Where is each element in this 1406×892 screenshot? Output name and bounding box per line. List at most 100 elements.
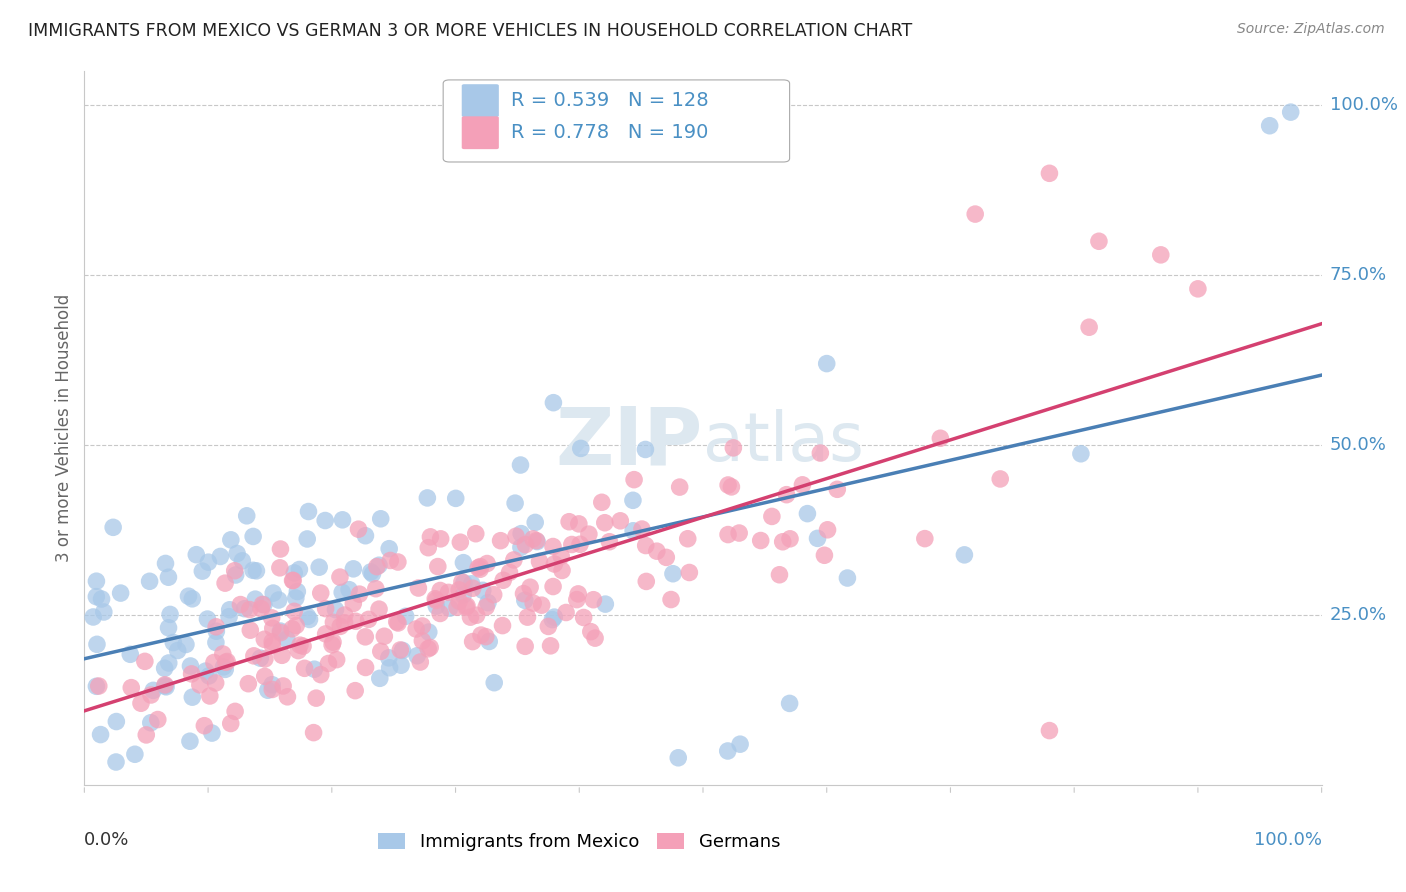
Point	[530, 598, 553, 612]
Point	[229, 598, 252, 612]
Point	[429, 607, 451, 621]
Point	[449, 582, 471, 597]
Point	[720, 480, 742, 494]
Point	[344, 683, 367, 698]
Point	[929, 431, 952, 445]
Point	[242, 529, 264, 543]
Text: R = 0.778   N = 190: R = 0.778 N = 190	[512, 123, 709, 142]
Point	[609, 514, 631, 528]
Point	[276, 632, 298, 647]
Point	[502, 553, 524, 567]
Point	[583, 631, 606, 645]
Point	[621, 493, 644, 508]
Point	[342, 597, 364, 611]
Point	[515, 538, 537, 552]
Point	[406, 648, 429, 663]
Point	[142, 683, 165, 698]
Point	[578, 527, 600, 541]
Point	[623, 473, 645, 487]
FancyBboxPatch shape	[461, 84, 499, 117]
Point	[461, 634, 484, 648]
Point	[837, 571, 859, 585]
Point	[425, 591, 447, 606]
Point	[231, 554, 253, 568]
Point	[478, 634, 501, 648]
Point	[498, 566, 520, 580]
Point	[1150, 248, 1173, 262]
Point	[444, 491, 467, 506]
Point	[631, 522, 654, 536]
Point	[155, 557, 177, 571]
Point	[225, 568, 247, 582]
Point	[470, 628, 492, 642]
Point	[540, 639, 562, 653]
Point	[329, 570, 352, 584]
Point	[1088, 234, 1111, 248]
Point	[292, 639, 315, 653]
Point	[569, 442, 592, 456]
Point	[288, 562, 311, 576]
Point	[593, 516, 616, 530]
Point	[110, 586, 132, 600]
Point	[217, 655, 239, 669]
Point	[153, 679, 176, 693]
Point	[224, 705, 246, 719]
Point	[579, 624, 602, 639]
Point	[177, 589, 200, 603]
Point	[464, 526, 486, 541]
Point	[368, 671, 391, 685]
Point	[87, 679, 110, 693]
Point	[468, 562, 491, 576]
Point	[297, 532, 319, 546]
Point	[159, 607, 181, 622]
Text: 100.0%: 100.0%	[1330, 96, 1398, 114]
Point	[238, 676, 260, 690]
Point	[634, 539, 657, 553]
Point	[269, 624, 291, 638]
Point	[492, 574, 515, 588]
Point	[215, 655, 238, 669]
Point	[772, 534, 794, 549]
Point	[298, 612, 321, 626]
Point	[491, 618, 513, 632]
Point	[1070, 447, 1092, 461]
Point	[411, 633, 433, 648]
Point	[426, 559, 449, 574]
Point	[551, 564, 574, 578]
Point	[465, 608, 488, 623]
Point	[475, 557, 498, 571]
FancyBboxPatch shape	[461, 116, 499, 149]
Text: 100.0%: 100.0%	[1254, 831, 1322, 849]
Point	[389, 658, 412, 673]
Point	[333, 607, 356, 622]
Point	[813, 549, 835, 563]
Point	[775, 488, 797, 502]
Point	[214, 576, 236, 591]
Point	[529, 554, 551, 568]
Point	[537, 619, 560, 633]
Point	[792, 478, 814, 492]
Point	[749, 533, 772, 548]
Point	[245, 592, 267, 607]
Point	[129, 696, 152, 710]
Legend: Immigrants from Mexico, Germans: Immigrants from Mexico, Germans	[371, 825, 787, 858]
Point	[461, 581, 484, 595]
Point	[1279, 105, 1302, 120]
Point	[105, 714, 128, 729]
Point	[370, 512, 392, 526]
Point	[582, 592, 605, 607]
Point	[354, 660, 377, 674]
Point	[728, 526, 751, 541]
Point	[360, 565, 382, 579]
Point	[233, 601, 256, 615]
Point	[197, 555, 219, 569]
Point	[321, 638, 343, 652]
Point	[1078, 320, 1101, 334]
Point	[565, 592, 588, 607]
Point	[1038, 166, 1060, 180]
Point	[391, 643, 413, 657]
Point	[194, 664, 217, 678]
Point	[779, 697, 801, 711]
Point	[666, 751, 689, 765]
Point	[378, 650, 401, 665]
